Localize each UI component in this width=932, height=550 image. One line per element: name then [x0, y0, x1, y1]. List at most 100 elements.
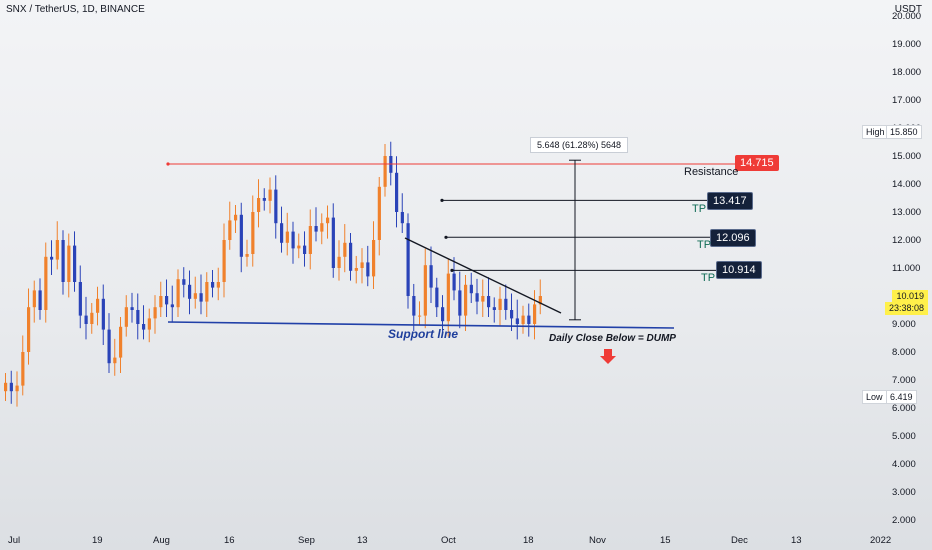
candle-body	[96, 298, 100, 313]
candle-body	[515, 318, 519, 324]
candle-body	[124, 307, 128, 327]
tp3-value-badge: 10.914	[716, 261, 762, 279]
price-tick-label: 11.000	[892, 263, 920, 274]
price-tick-label: 3.000	[892, 487, 916, 498]
candle-body	[303, 245, 307, 254]
resistance-value-badge: 14.715	[735, 155, 779, 171]
candle-body	[159, 296, 163, 308]
candle-body	[245, 254, 249, 257]
candle-body	[101, 298, 105, 330]
date-tick-label: Sep	[298, 535, 315, 546]
candle-body	[4, 382, 8, 392]
candle-body	[527, 315, 531, 324]
candle-body	[280, 223, 284, 243]
candle-body	[234, 214, 238, 221]
tp1-anchor	[440, 198, 444, 202]
high-label-tag: High	[862, 125, 889, 139]
candle-body	[492, 307, 496, 310]
candle-body	[55, 240, 59, 260]
candle-body	[78, 282, 82, 316]
candle-body	[349, 242, 353, 271]
candle-body	[84, 315, 88, 324]
candle-body	[475, 293, 479, 302]
dump-warning-label: Daily Close Below = DUMP	[549, 333, 676, 344]
date-tick-label: 18	[523, 535, 534, 546]
price-tick-label: 9.000	[892, 319, 916, 330]
price-tick-label: 4.000	[892, 459, 916, 470]
date-tick-label: 19	[92, 535, 103, 546]
candle-body	[119, 326, 123, 358]
candle-body	[331, 217, 335, 268]
candle-body	[239, 214, 243, 257]
candle-body	[274, 189, 278, 224]
candle-body	[9, 382, 13, 392]
candle-body	[262, 198, 266, 201]
tp1-label: TP	[692, 203, 707, 215]
candle-body	[504, 298, 508, 310]
candle-body	[50, 256, 54, 260]
candle-body	[372, 240, 376, 277]
price-tick-label: 2.000	[892, 515, 916, 526]
candle-body	[199, 293, 203, 302]
candle-body	[61, 240, 65, 282]
resistance-label: Resistance	[684, 166, 739, 178]
candle-body	[90, 312, 94, 324]
current-price-tag: 10.019	[892, 290, 928, 303]
price-tick-label: 13.000	[892, 207, 921, 218]
date-tick-label: 2022	[870, 535, 891, 546]
candle-body	[452, 273, 456, 291]
tp2-label: TP	[697, 239, 712, 251]
candle-body	[32, 290, 36, 308]
candle-body	[533, 304, 537, 324]
candle-body	[441, 307, 445, 322]
price-axis: 2.000 3.000 4.000 5.000 6.000 7.000 8.000 9.000…	[892, 11, 921, 526]
measure-label: 5.648 (61.28%) 5648	[530, 137, 629, 153]
high-value-tag: 15.850	[886, 125, 922, 139]
candle-body	[343, 242, 347, 257]
price-tick-label: 20.000	[892, 11, 921, 22]
tp2-anchor	[444, 235, 448, 239]
price-tick-label: 15.000	[892, 151, 921, 162]
candle-body	[377, 186, 381, 240]
date-tick-label: Oct	[441, 535, 456, 546]
date-tick-label: 13	[791, 535, 802, 546]
candle-body	[510, 310, 514, 319]
countdown-tag: 23:38:08	[884, 302, 928, 315]
candle-body	[285, 231, 289, 243]
resistance-anchor	[166, 162, 170, 166]
candle-body	[406, 223, 410, 296]
candle-body	[383, 156, 387, 187]
currency-label: USDT	[894, 4, 922, 15]
candle-body	[216, 282, 220, 288]
support-line	[167, 321, 675, 329]
price-tick-label: 5.000	[892, 431, 916, 442]
candle-body	[326, 217, 330, 224]
candle-body	[38, 290, 42, 310]
candle-body	[538, 296, 542, 305]
candle-body	[320, 223, 324, 232]
candle-body	[21, 352, 25, 386]
candle-body	[27, 307, 31, 352]
candle-body	[521, 315, 525, 324]
date-tick-label: 13	[357, 535, 368, 546]
candle-body	[257, 198, 261, 212]
candle-body	[205, 282, 209, 302]
candle-body	[228, 220, 232, 240]
candle-body	[464, 284, 468, 316]
price-tick-label: 19.000	[892, 39, 921, 50]
candle-body	[487, 296, 491, 308]
price-tick-label: 7.000	[892, 375, 916, 386]
candle-body	[412, 296, 416, 316]
date-axis: Jul 19 Aug 16 Sep 13 Oct 18 Nov 15 Dec 13 2022	[8, 535, 891, 546]
candle-body	[291, 231, 295, 249]
price-tick-label: 6.000	[892, 403, 916, 414]
candle-body	[297, 245, 301, 249]
candle-body	[142, 324, 146, 330]
candle-body	[429, 265, 433, 288]
date-tick-label: Jul	[8, 535, 20, 546]
low-label-tag: Low	[862, 390, 887, 404]
candle-body	[481, 296, 485, 302]
date-tick-label: Dec	[731, 535, 748, 546]
candle-body	[458, 290, 462, 316]
